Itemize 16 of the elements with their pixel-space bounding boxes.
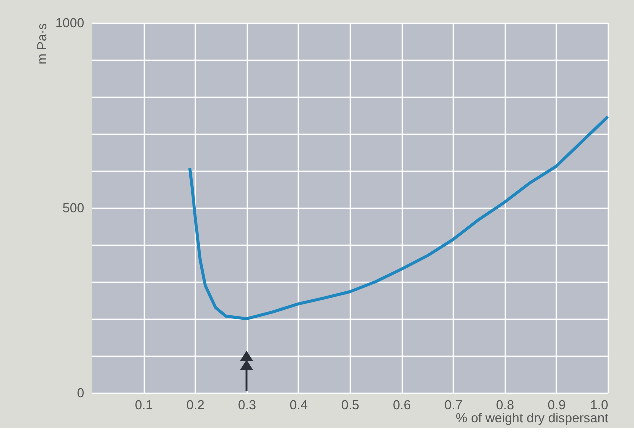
x-tick-label: 1.0 (590, 398, 608, 412)
x-axis-title: % of weight dry dispersant (456, 410, 609, 426)
line-series (188, 115, 610, 320)
x-tick-label: 0.2 (186, 398, 205, 412)
y-tick-label: 500 (62, 200, 84, 216)
x-tick-label: 0.9 (548, 398, 566, 412)
x-tick-label: 0.5 (341, 398, 360, 412)
x-tick-label: 0.6 (393, 398, 412, 412)
x-tick-label: 0.4 (290, 398, 308, 412)
x-tick-label: 0.7 (444, 398, 463, 412)
y-axis-title: m Pa·s (34, 23, 50, 65)
x-tick-label: 0.1 (135, 398, 154, 412)
x-tick-label: 0.8 (496, 398, 514, 412)
x-tick-label: 0.3 (238, 398, 256, 412)
y-tick-label: 1000 (56, 16, 84, 30)
y-tick-label: 0 (77, 386, 84, 400)
